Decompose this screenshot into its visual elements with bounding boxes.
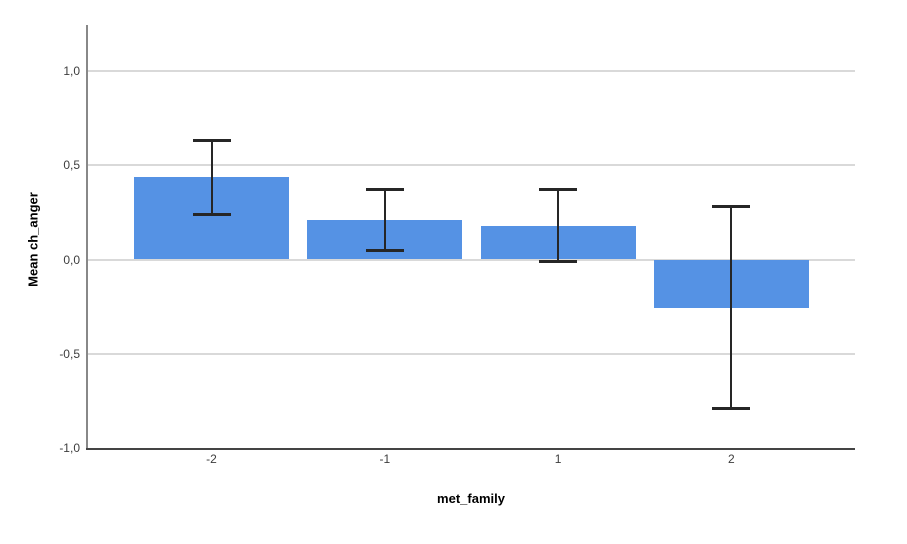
error-bar-line	[210, 140, 213, 215]
error-bar-cap-top	[539, 188, 578, 192]
error-bar-cap-top	[365, 188, 404, 192]
error-bar-line	[557, 189, 560, 262]
error-bar-cap-bottom	[712, 406, 751, 410]
y-axis-title: Mean ch_anger	[25, 192, 41, 287]
error-bar-cap-top	[712, 205, 751, 209]
y-tick-label: 1,0	[63, 64, 80, 79]
error-bar-cap-top	[192, 139, 231, 143]
x-tick-label: 2	[728, 452, 735, 466]
x-tick-label: -1	[379, 452, 391, 466]
x-tick-label: 1	[554, 452, 562, 466]
error-bar-cap-bottom	[365, 248, 404, 252]
gridline	[87, 352, 855, 355]
y-tick-label: 0,5	[63, 158, 80, 173]
gridline	[87, 164, 855, 167]
gridline	[87, 258, 855, 261]
error-bar-cap-bottom	[192, 212, 231, 216]
x-axis-title: met_family	[437, 491, 505, 506]
y-tick-label: -0,5	[59, 346, 80, 361]
error-bar-line	[730, 206, 733, 409]
error-bar-cap-bottom	[539, 259, 578, 263]
gridline	[87, 70, 855, 73]
x-tick-label: -2	[206, 452, 217, 466]
y-tick-label: 0,0	[63, 252, 80, 267]
error-bar-line	[383, 189, 386, 251]
x-axis-line	[86, 447, 855, 450]
y-axis-line	[86, 25, 88, 450]
y-tick-label: -1,0	[59, 440, 80, 455]
